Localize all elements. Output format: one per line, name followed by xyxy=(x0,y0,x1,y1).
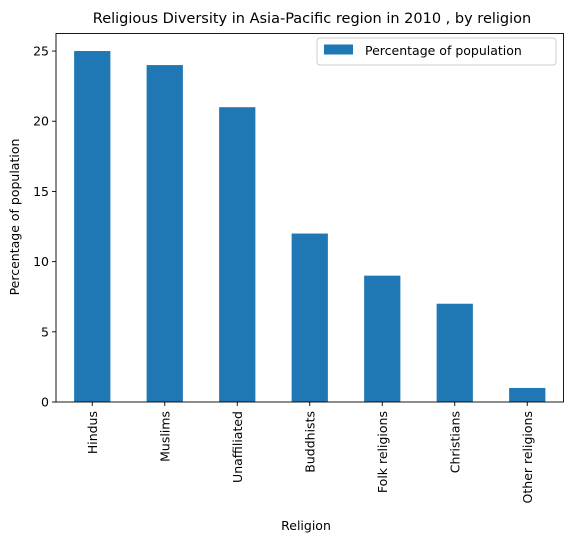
x-tick-label: Other religions xyxy=(520,411,535,503)
x-axis-ticks: Hindus Muslims Unaffiliated Buddhists Folk r… xyxy=(85,402,535,503)
bar-muslims xyxy=(146,65,183,402)
plot-frame xyxy=(55,33,564,403)
x-tick-label: Christians xyxy=(447,411,462,473)
legend-label: Percentage of population xyxy=(365,43,522,58)
bar-other-religions xyxy=(509,387,546,402)
y-axis-ticks: 0 5 10 15 20 25 xyxy=(33,44,56,410)
bar-hindus xyxy=(74,51,111,403)
y-tick-label: 20 xyxy=(33,114,49,129)
chart-title: Religious Diversity in Asia-Pacific regi… xyxy=(93,11,531,27)
y-tick-label: 25 xyxy=(33,44,49,59)
x-tick-label: Hindus xyxy=(85,411,100,454)
bar-buddhists xyxy=(291,233,328,402)
bar-unaffiliated xyxy=(219,107,256,402)
y-tick-label: 15 xyxy=(33,184,49,199)
x-axis-label: Religion xyxy=(281,518,331,533)
legend: Percentage of population xyxy=(316,37,557,66)
y-axis-label: Percentage of population xyxy=(7,139,22,296)
bar-folk-religions xyxy=(364,275,401,402)
x-tick-label: Folk religions xyxy=(375,411,390,493)
legend-box xyxy=(316,37,557,66)
y-tick-label: 0 xyxy=(41,395,49,410)
y-tick-label: 5 xyxy=(41,324,49,339)
y-tick-label: 10 xyxy=(33,254,49,269)
bar-christians xyxy=(436,303,473,402)
x-tick-label: Unaffiliated xyxy=(230,411,245,483)
bars-group xyxy=(74,51,546,403)
x-tick-label: Muslims xyxy=(157,411,172,462)
legend-swatch xyxy=(324,44,353,55)
x-tick-label: Buddhists xyxy=(302,411,317,473)
